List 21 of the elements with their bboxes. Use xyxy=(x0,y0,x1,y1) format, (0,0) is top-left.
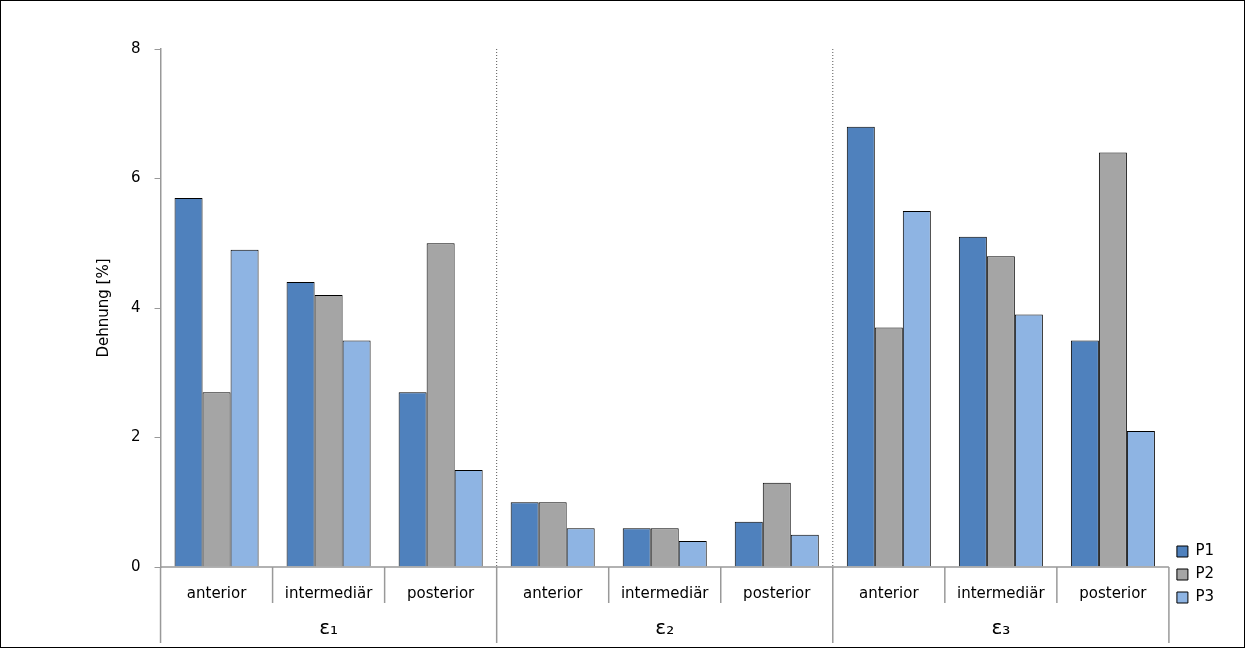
x-tick-label: intermediär xyxy=(957,583,1046,602)
y-tick-label: 0 xyxy=(131,556,141,575)
x-tick-label: anterior xyxy=(522,583,584,602)
legend-label: P1 xyxy=(1195,541,1214,560)
x-tick-label: posterior xyxy=(406,583,476,602)
x-tick-label: intermediär xyxy=(620,583,710,602)
y-tick-label: 2 xyxy=(131,427,141,446)
text: ε₁ xyxy=(319,615,339,640)
legend-label: P3 xyxy=(1195,587,1214,606)
y-axis-title: Dehnung [%] xyxy=(93,258,112,358)
x-tick-label: intermediär xyxy=(284,583,374,602)
x-tick-label: anterior xyxy=(859,583,920,602)
text: ε₂ xyxy=(655,615,675,640)
y-tick-label: 4 xyxy=(131,297,141,316)
y-tick-label: 6 xyxy=(131,168,141,187)
text: ε₃ xyxy=(991,615,1011,640)
x-tick-label: anterior xyxy=(186,583,248,602)
x-tick-label: posterior xyxy=(743,583,812,602)
y-tick-label: 8 xyxy=(131,38,141,57)
legend-label: P2 xyxy=(1195,564,1214,583)
x-tick-label: posterior xyxy=(1079,583,1148,602)
